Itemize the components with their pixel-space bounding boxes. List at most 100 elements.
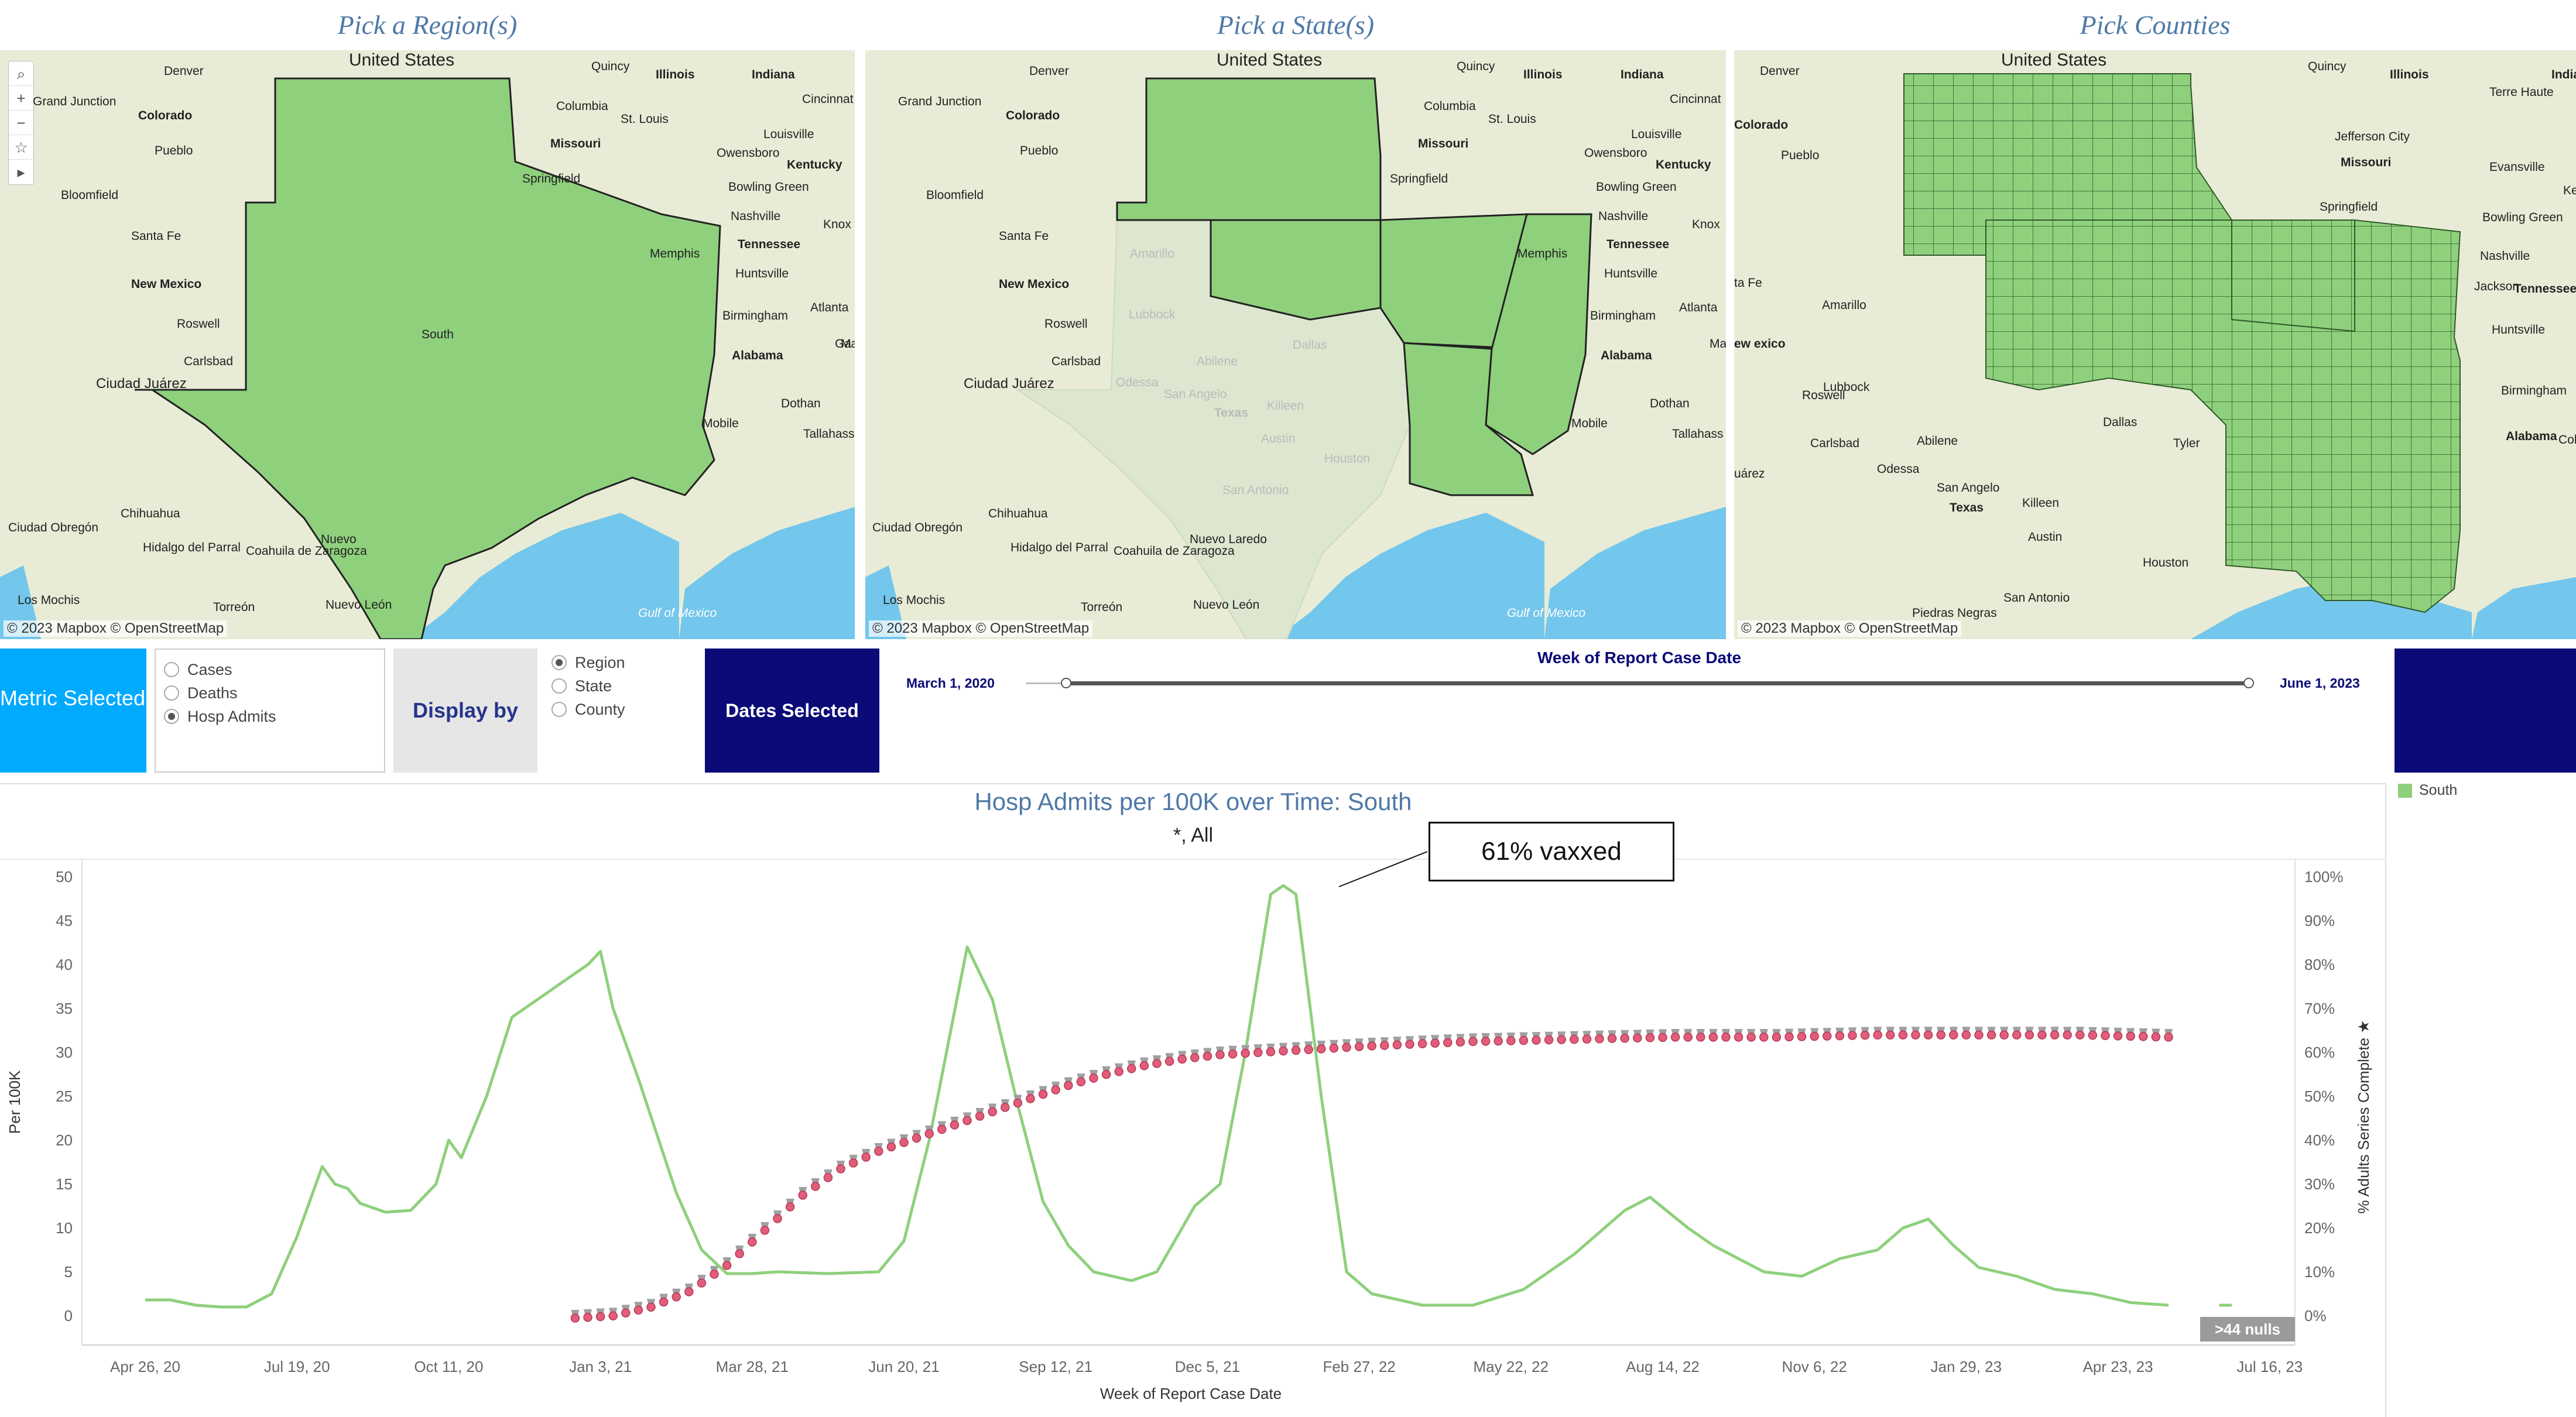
vax-marker [1519, 1035, 1529, 1045]
map-place: Louisville [763, 128, 814, 141]
map-place: Quincy [2308, 60, 2347, 73]
vax-marker [1317, 1044, 1326, 1054]
map-place: Los Mochis [18, 593, 80, 607]
map-place: Amarillo [1822, 299, 1866, 312]
map-place: United States [2001, 50, 2107, 70]
date-slider-end-handle[interactable] [2243, 678, 2254, 688]
vax-marker [785, 1202, 795, 1212]
map-place: Roswell [1044, 317, 1088, 331]
map-place: Santa Fe [999, 229, 1049, 243]
chart-subtitle: *, All [1173, 824, 1214, 846]
state-map[interactable]: Denver United States Quincy Illinois Ind… [865, 50, 1726, 639]
state-oklahoma-shape[interactable] [1210, 219, 1382, 321]
map-search-icon[interactable]: ⌕ [9, 61, 33, 86]
counties-arkansas[interactable] [2231, 219, 2355, 332]
y2-tick-label: 90% [2304, 912, 2335, 929]
display-radio-group: Region State County [546, 649, 698, 773]
vax-marker [735, 1249, 744, 1258]
vax-marker [1949, 1030, 1958, 1040]
date-slider-range [1067, 681, 2252, 685]
vax-marker [823, 1173, 833, 1182]
vax-marker [988, 1107, 997, 1117]
nulls-badge[interactable]: >44 nulls [2200, 1317, 2295, 1341]
vax-marker [2075, 1030, 2085, 1040]
map-place: Killeen [2022, 496, 2060, 510]
map-place: Jefferson City [2335, 130, 2410, 143]
display-option-region[interactable]: Region [551, 651, 698, 674]
map-place: Hidalgo del Parral [1010, 541, 1108, 554]
display-option-county[interactable]: County [551, 698, 698, 721]
map-place: Atlanta [810, 301, 849, 314]
counties-map[interactable]: Denver United States Quincy Illinois Ind… [1734, 50, 2576, 639]
legend-label: South [2419, 782, 2458, 798]
y2-tick-label: 20% [2304, 1219, 2335, 1237]
vax-marker [672, 1292, 681, 1302]
hosp-admits-line-chart[interactable]: 0 5 10 15 20 25 30 35 40 45 50 0% 10% 20% 30% 40% 50% 60… [0, 783, 2386, 1417]
vax-marker [1253, 1048, 1263, 1058]
state-mississippi-shape[interactable] [1485, 213, 1592, 455]
vax-marker [633, 1305, 643, 1315]
metric-option-hosp-admits[interactable]: Hosp Admits [164, 705, 384, 728]
map-place: Dothan [1650, 397, 1690, 410]
vax-marker [1127, 1064, 1136, 1073]
x-tick-label: Jun 20, 21 [868, 1358, 939, 1375]
x-tick-label: May 22, 22 [1473, 1358, 1549, 1375]
x-axis-ticks: Apr 26, 20 Jul 19, 20 Oct 11, 20 Jan 3, 21 M… [110, 1358, 2303, 1375]
y-tick-label: 40 [56, 956, 73, 973]
vax-marker [760, 1226, 770, 1235]
vax-marker [659, 1297, 669, 1307]
state-arkansas-shape[interactable] [1379, 213, 1528, 350]
map-place: ta Fe [1734, 276, 1762, 290]
y2-axis-label: % Adults Series Complete ★ [2355, 1020, 2372, 1213]
vax-marker [1772, 1032, 1782, 1042]
map-place: Bloomfield [926, 188, 984, 202]
metric-option-cases[interactable]: Cases [164, 658, 384, 681]
vax-marker [950, 1120, 960, 1130]
pin-icon[interactable]: ☆ [9, 135, 33, 160]
radio-icon [164, 685, 179, 701]
y-tick-label: 30 [56, 1044, 73, 1061]
vax-marker [1001, 1103, 1010, 1112]
y-tick-label: 20 [56, 1131, 73, 1149]
region-south-shape[interactable] [135, 77, 721, 639]
map-place: Pueblo [1781, 149, 1820, 162]
x-tick-label: Aug 14, 22 [1626, 1358, 1700, 1375]
map-place: Coahuila de Zaragoza [246, 544, 367, 558]
date-slider-start-handle[interactable] [1061, 678, 1071, 688]
zoom-in-icon[interactable]: + [9, 86, 33, 111]
y-tick-label: 25 [56, 1087, 73, 1105]
vax-marker [2012, 1030, 2022, 1040]
vax-marker [1051, 1085, 1060, 1095]
map-place: Pueblo [1020, 144, 1059, 157]
metric-radio-group: Cases Deaths Hosp Admits [155, 649, 385, 773]
display-option-state[interactable]: State [551, 674, 698, 698]
map-place: Missouri [2341, 156, 2392, 169]
region-map[interactable]: ⌕ + − ☆ ▸ Denver United States Quincy Il… [0, 50, 855, 639]
metric-option-deaths[interactable]: Deaths [164, 681, 384, 705]
map-place: Gulf of Mexico [1507, 606, 1586, 620]
state-kansas-oklahoma-shape[interactable] [1116, 77, 1382, 221]
vax-marker [1544, 1035, 1554, 1045]
vax-marker [2050, 1030, 2060, 1040]
vax-marker [1114, 1067, 1123, 1076]
counties-south-states[interactable] [1985, 219, 2461, 613]
map-place: Terre Haute [2489, 85, 2554, 99]
map-place: Col [2558, 433, 2576, 447]
play-icon[interactable]: ▸ [17, 163, 25, 181]
map-place: Kentucky [787, 158, 842, 171]
map-place: Ma [1710, 337, 1726, 351]
vax-marker [697, 1278, 707, 1288]
map-place: South [422, 328, 454, 341]
map-place: Ga [835, 337, 852, 351]
map-credit: © 2023 Mapbox © OpenStreetMap [4, 620, 228, 637]
map-place: Birmingham [722, 309, 789, 322]
map-place: Tennessee [1606, 238, 1669, 251]
map-place: Huntsville [2492, 323, 2546, 337]
vax-marker [861, 1152, 871, 1162]
legend[interactable]: South [2398, 782, 2457, 799]
zoom-out-icon[interactable]: − [9, 111, 33, 135]
map-place: Cincinnat [1670, 92, 1721, 106]
map-place: Denver [1029, 64, 1069, 78]
map-place: Austin [2028, 530, 2063, 544]
map-place: Owensboro [717, 146, 780, 160]
